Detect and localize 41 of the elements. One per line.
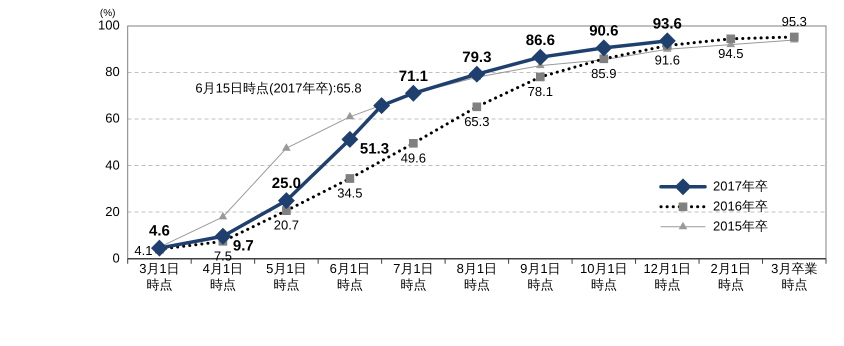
data-label: 90.6 <box>589 22 618 40</box>
data-label: 71.1 <box>398 68 428 85</box>
x-tick-label: 3月卒業時点 <box>771 261 818 292</box>
y-tick-label: 60 <box>105 110 120 126</box>
data-label: 4.1 <box>134 242 152 258</box>
data-label: 94.5 <box>718 46 744 61</box>
data-label: 25.0 <box>272 175 301 192</box>
data-label: 9.7 <box>232 237 254 254</box>
data-label: 20.7 <box>274 218 300 233</box>
data-label: 86.6 <box>526 32 555 49</box>
data-label: 51.3 <box>360 140 390 158</box>
x-tick-label: 4月1日時点 <box>202 261 244 292</box>
x-tick-label: 6月1日時点 <box>330 261 370 292</box>
data-label: 78.1 <box>528 84 553 100</box>
x-tick-label: 12月1日時点 <box>643 261 692 292</box>
data-label: 65.3 <box>464 114 490 129</box>
data-label: 95.3 <box>782 14 807 30</box>
data-label: 49.6 <box>400 150 426 166</box>
data-label: 34.5 <box>337 186 363 201</box>
legend-label: 2016年卒 <box>713 198 768 214</box>
y-tick-label: 80 <box>105 64 120 80</box>
y-tick-label: 20 <box>105 204 120 219</box>
data-label: 85.9 <box>591 66 616 81</box>
legend-label: 2017年卒 <box>713 178 768 194</box>
x-tick-label: 9月1日時点 <box>520 261 561 292</box>
y-tick-label: 40 <box>105 157 120 172</box>
y-tick-label: 100 <box>98 18 120 33</box>
x-tick-label: 2月1日時点 <box>710 261 752 292</box>
x-tick-label: 10月1日時点 <box>580 261 628 292</box>
data-label: 93.6 <box>652 16 682 33</box>
x-tick-label: 7月1日時点 <box>393 261 434 292</box>
data-label: 4.6 <box>149 222 170 240</box>
data-label: 91.6 <box>654 52 680 68</box>
annotation: 6月15日時点(2017年卒):65.8 <box>195 80 362 96</box>
y-axis-title: (%) <box>100 8 116 19</box>
x-tick-label: 5月1日時点 <box>266 261 307 292</box>
data-label: 79.3 <box>462 48 492 66</box>
y-tick-label: 0 <box>112 250 120 266</box>
legend-label: 2015年卒 <box>713 218 768 234</box>
x-tick-label: 3月1日時点 <box>139 261 180 292</box>
x-tick-label: 8月1日時点 <box>456 261 498 292</box>
